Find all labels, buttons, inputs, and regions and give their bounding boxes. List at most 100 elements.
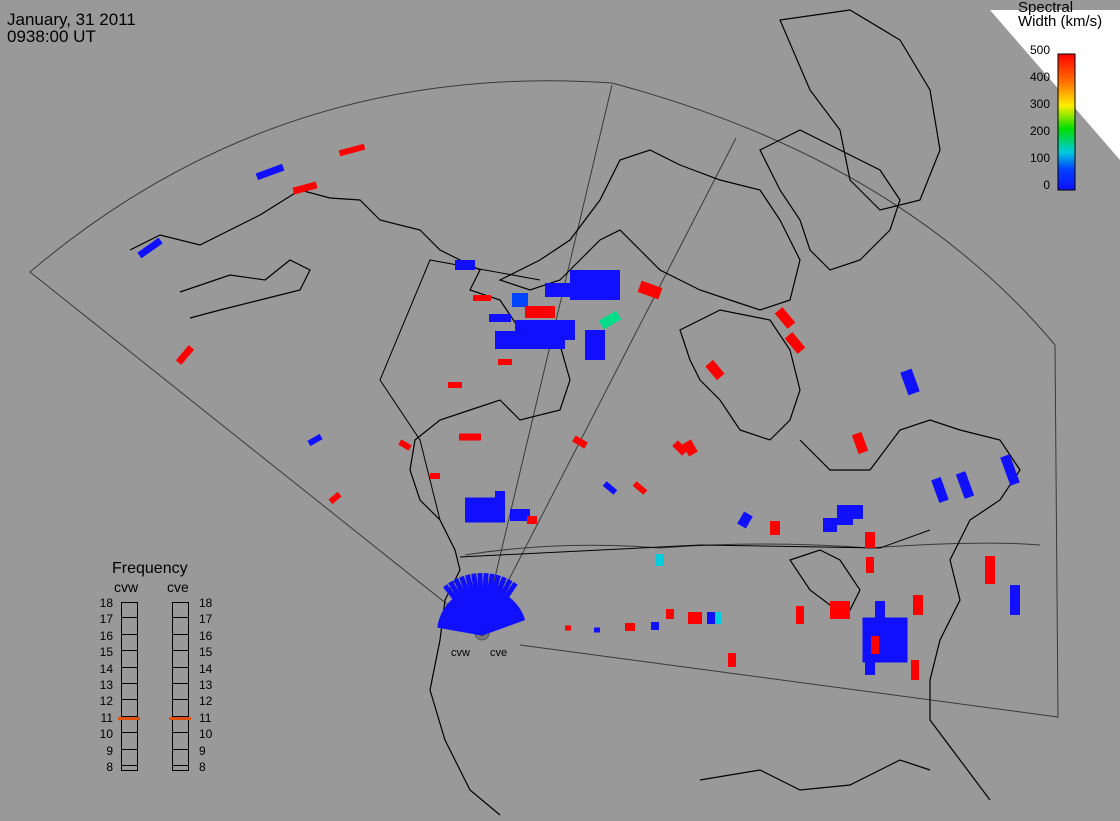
cvw-cve-fov-boundary xyxy=(29,80,1059,718)
backscatter-cell xyxy=(672,440,688,456)
backscatter-cell xyxy=(931,477,949,503)
backscatter-cell xyxy=(1000,454,1020,486)
backscatter-cell xyxy=(525,306,555,318)
frequency-grid-line xyxy=(172,748,188,750)
backscatter-cell xyxy=(774,307,796,329)
frequency-tick-label: 14 xyxy=(99,661,113,676)
colorbar-tick: 300 xyxy=(1029,97,1050,111)
frequency-tick-label: 8 xyxy=(106,760,113,774)
frequency-tick-label: 15 xyxy=(199,645,213,660)
frequency-tick-label: 12 xyxy=(199,694,213,709)
frequency-radar-cve: cve xyxy=(167,579,189,595)
frequency-tick-label: 9 xyxy=(199,743,206,758)
frequency-scale-box xyxy=(172,602,189,772)
frequency-tick-label: 18 xyxy=(199,596,213,610)
frequency-grid-line xyxy=(172,650,188,652)
backscatter-cell xyxy=(871,636,879,654)
frequency-grid-line xyxy=(172,765,188,766)
colorbar-tick: 100 xyxy=(1029,151,1050,165)
colorbar-gradient xyxy=(1057,53,1076,191)
east-coast xyxy=(799,419,1021,801)
frequency-marker xyxy=(169,716,191,720)
backscatter-cell xyxy=(545,283,575,297)
yukon-border xyxy=(379,259,541,381)
site-label-cvw: cvw xyxy=(451,647,470,659)
backscatter-cell xyxy=(137,237,163,259)
frequency-tick-label: 14 xyxy=(199,661,213,676)
backscatter-cell xyxy=(770,521,780,535)
hudson-bay xyxy=(679,309,801,441)
frequency-tick-label: 10 xyxy=(99,727,113,742)
backscatter-cell xyxy=(512,293,528,307)
frequency-scale-box xyxy=(121,602,138,772)
frequency-grid-line xyxy=(121,633,137,635)
backscatter-cell xyxy=(688,612,702,624)
greenland xyxy=(779,9,941,211)
backscatter-cell xyxy=(338,143,366,157)
frequency-grid-line xyxy=(121,748,137,750)
backscatter-cell xyxy=(292,181,318,195)
backscatter-cell xyxy=(175,345,195,365)
backscatter-cell xyxy=(866,557,874,573)
frequency-grid-line xyxy=(121,699,137,701)
frequency-grid-line xyxy=(172,715,188,717)
colorbar xyxy=(1057,53,1076,191)
backscatter-cell xyxy=(465,497,505,523)
backscatter-cell xyxy=(637,280,663,300)
backscatter-cell xyxy=(715,612,721,624)
backscatter-cell xyxy=(830,601,840,619)
frequency-radar-cvw: cvw xyxy=(114,579,139,595)
backscatter-cell xyxy=(682,439,698,457)
frequency-tick-label: 10 xyxy=(199,727,213,742)
baffin-island xyxy=(759,129,901,271)
frequency-title: Frequency xyxy=(112,560,188,577)
backscatter-cell xyxy=(473,295,491,301)
frequency-tick-label: 16 xyxy=(199,628,213,643)
frequency-grid-line xyxy=(121,650,137,652)
frequency-grid-line xyxy=(121,683,137,684)
colorbar-tick: 0 xyxy=(1043,178,1050,192)
frequency-grid-line xyxy=(172,699,188,701)
backscatter-cell xyxy=(784,332,806,354)
colorbar-title-line1: Spectral xyxy=(1018,0,1074,16)
colorbar-title-line2: Width (km/s) xyxy=(1018,13,1103,30)
backscatter-cell xyxy=(656,554,664,566)
backscatter-cell xyxy=(853,505,863,519)
backscatter-cell xyxy=(459,433,481,441)
backscatter-cell xyxy=(865,532,875,548)
backscatter-layer xyxy=(137,143,1020,680)
backscatter-cell xyxy=(398,439,412,451)
frequency-grid-line xyxy=(172,617,188,619)
backscatter-cell xyxy=(900,368,920,396)
backscatter-cell xyxy=(985,556,995,584)
great-lakes xyxy=(789,549,861,611)
backscatter-cell xyxy=(448,382,462,388)
range-arc xyxy=(464,542,1041,556)
backscatter-cell xyxy=(598,310,622,330)
backscatter-cell xyxy=(955,471,975,499)
backscatter-cell xyxy=(498,359,512,365)
frequency-grid-line xyxy=(172,633,188,635)
backscatter-cell xyxy=(495,331,565,349)
backscatter-cell xyxy=(737,511,753,529)
backscatter-cell xyxy=(913,595,923,615)
backscatter-cell xyxy=(572,435,588,449)
backscatter-cell xyxy=(875,601,885,619)
backscatter-cell xyxy=(455,260,475,270)
backscatter-cell xyxy=(796,606,804,624)
site-label-cve: cve xyxy=(490,647,508,659)
frequency-tick-label: 11 xyxy=(199,710,212,725)
pacific-islands xyxy=(179,259,311,319)
backscatter-cell xyxy=(328,491,342,505)
us-canada-border xyxy=(459,529,931,558)
colorbar-tick: 200 xyxy=(1029,124,1050,138)
frequency-tick-label: 15 xyxy=(99,645,113,660)
backscatter-cell xyxy=(307,433,323,447)
backscatter-cell xyxy=(510,509,530,521)
backscatter-cell xyxy=(705,359,725,381)
frequency-grid-line xyxy=(172,683,188,684)
cve-west-boundary xyxy=(481,137,737,633)
fov-outline xyxy=(29,80,1059,718)
backscatter-cell xyxy=(865,655,875,675)
backscatter-cell xyxy=(565,625,571,631)
